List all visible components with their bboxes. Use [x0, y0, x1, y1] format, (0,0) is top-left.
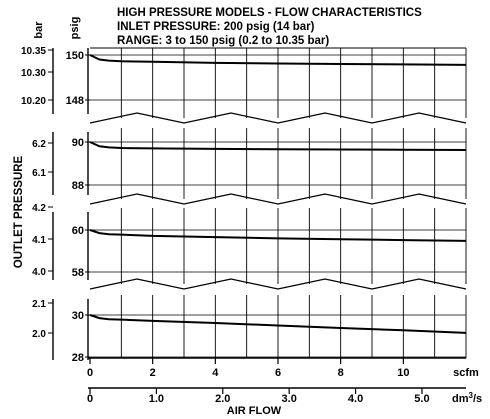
psig-tick-label: 58: [72, 267, 84, 279]
bar-tick-label: 2.1: [32, 299, 46, 310]
x2-tick-label: 2.0: [215, 393, 230, 405]
bar-tick-label: 2.0: [32, 329, 46, 340]
x2-tick-label: 5.0: [414, 393, 429, 405]
x2-tick-label: 0: [87, 393, 93, 405]
bar-unit-label: bar: [33, 21, 45, 39]
x-unit-label: scfm: [453, 367, 479, 379]
bar-tick-label: 4.2: [32, 203, 46, 214]
psig-unit-label: psig: [69, 17, 81, 40]
axis-break: [89, 112, 467, 124]
flow-curve: [89, 229, 467, 242]
x2-tick-label: 1.0: [149, 393, 164, 405]
bar-tick-label: 6.1: [32, 168, 46, 179]
flow-curve: [89, 141, 467, 151]
bar-tick-label: 6.2: [32, 139, 46, 150]
psig-tick-label: 90: [72, 137, 84, 149]
x2-tick-label: 4.0: [348, 393, 363, 405]
x-axis-title: AIR FLOW: [227, 405, 282, 417]
x-tick-label: 10: [397, 367, 409, 379]
bar-tick-label: 4.0: [32, 267, 46, 278]
axis-layer: [48, 47, 466, 394]
psig-tick-label: 88: [72, 180, 84, 192]
psig-tick-label: 150: [66, 50, 84, 62]
x-tick-label: 8: [338, 367, 344, 379]
panel-layer: [89, 54, 467, 334]
axis-break: [89, 278, 467, 290]
psig-tick-label: 28: [72, 352, 84, 364]
x-tick-label: 6: [275, 367, 281, 379]
bar-tick-label: 4.1: [32, 235, 46, 246]
x2-tick-label: 3.0: [282, 393, 297, 405]
psig-tick-label: 30: [72, 310, 84, 322]
label-layer: 15014810.3510.3010.2090886.26.160584.24.…: [13, 17, 482, 417]
bar-tick-label: 10.20: [21, 96, 46, 107]
flow-curve: [89, 314, 467, 334]
grid-layer: [90, 48, 467, 358]
chart-subtitle-range: RANGE: 3 to 150 psig (0.2 to 10.35 bar): [117, 35, 330, 47]
x-tick-label: 4: [212, 367, 219, 379]
chart-title: HIGH PRESSURE MODELS - FLOW CHARACTERIST…: [117, 7, 422, 19]
x-tick-label: 0: [87, 367, 93, 379]
x2-unit-label: dm3/s: [452, 391, 482, 405]
bar-tick-label: 10.30: [21, 68, 46, 79]
psig-tick-label: 148: [66, 95, 84, 107]
bar-tick-label: 10.35: [21, 46, 46, 57]
y-axis-title: OUTLET PRESSURE: [13, 155, 25, 268]
flow-curve: [89, 54, 467, 66]
axis-break: [89, 193, 467, 205]
psig-tick-label: 60: [72, 225, 84, 237]
x-tick-label: 2: [150, 367, 156, 379]
chart-subtitle-inlet: INLET PRESSURE: 200 psig (14 bar): [117, 21, 315, 33]
